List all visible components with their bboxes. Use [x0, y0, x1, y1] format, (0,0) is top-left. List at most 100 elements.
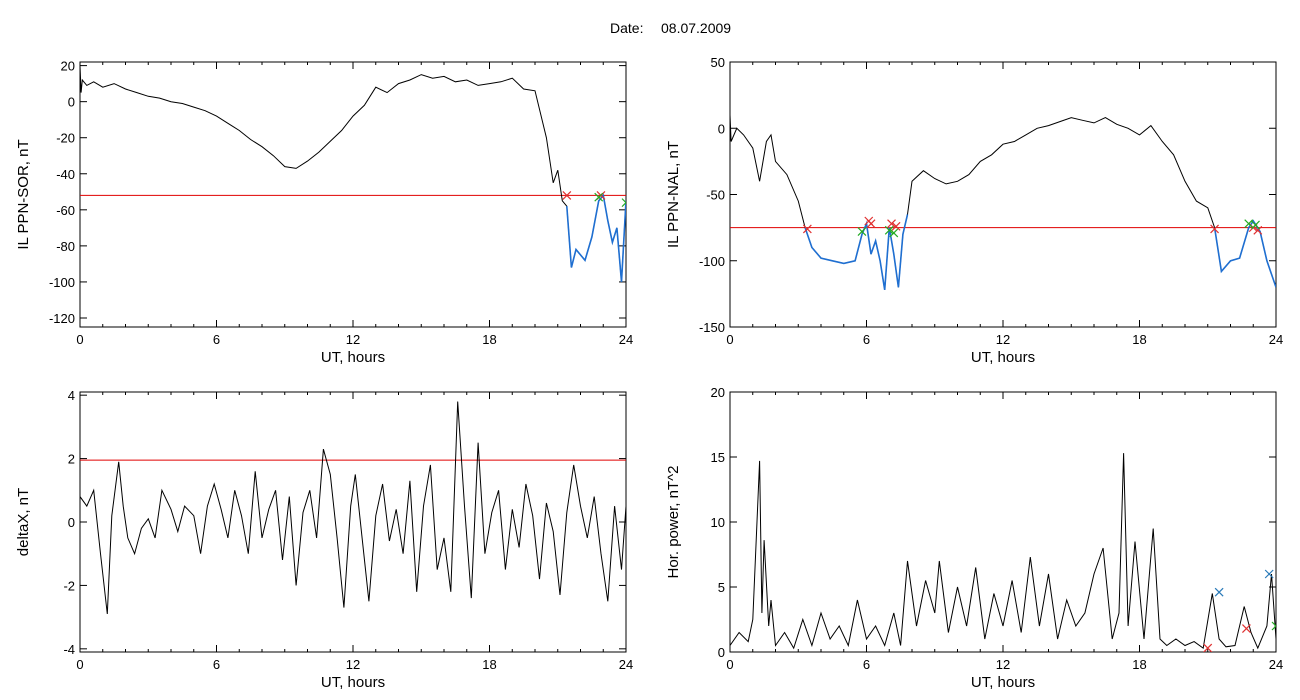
- series-line: [80, 401, 626, 615]
- x-axis-label: UT, hours: [321, 349, 385, 366]
- y-tick-label: 20: [61, 59, 75, 74]
- date-label: Date:: [610, 20, 643, 36]
- y-tick-label: 15: [711, 450, 725, 465]
- x-tick-label: 6: [863, 657, 870, 672]
- marker-green: [1251, 220, 1260, 230]
- chart-panel-hor-power: 0 6 12 18 24 20 15 10 5 0 UT, hours Hor. power, nT^…: [665, 385, 1283, 691]
- y-axis-label: IL PPN-SOR, nT: [15, 139, 32, 249]
- series-line: [730, 114, 1276, 290]
- y-tick-label: 20: [711, 385, 725, 400]
- marker-blue-stroke: [1264, 569, 1274, 579]
- marker-green-stroke: [1244, 219, 1254, 229]
- marker-green-stroke: [621, 198, 626, 204]
- marker-red: [562, 190, 572, 200]
- marker-green-stroke: [594, 192, 604, 202]
- y-tick-label: 4: [68, 388, 75, 403]
- plot-area: [730, 453, 1276, 652]
- y-tick-label: 0: [68, 95, 75, 110]
- y-tick-label: -100: [49, 275, 75, 290]
- marker-red: [1203, 643, 1213, 652]
- marker-red: [891, 221, 901, 231]
- x-tick-label: 24: [1269, 657, 1283, 672]
- marker-blue-stroke: [1214, 587, 1224, 597]
- x-tick-label: 12: [346, 332, 360, 347]
- marker-red: [802, 224, 812, 234]
- series-highlight: [1213, 219, 1276, 288]
- series-highlight: [566, 193, 626, 282]
- y-tick-label: -150: [699, 320, 725, 335]
- x-tick-label: 12: [996, 332, 1010, 347]
- x-tick-label: 6: [863, 332, 870, 347]
- series-line: [730, 453, 1276, 650]
- x-tick-label: 0: [76, 657, 83, 672]
- x-tick-label: 18: [1132, 332, 1146, 347]
- marker-green: [884, 225, 894, 235]
- marker-green: [1271, 621, 1276, 631]
- plot-frame: [729, 61, 1277, 328]
- x-axis-label: UT, hours: [321, 674, 385, 691]
- chart-panel-deltax: 0 6 12 18 24 4 2 0 -2 -4 UT, hours deltaX, nT: [15, 388, 633, 691]
- marker-green: [621, 198, 626, 208]
- marker-red: [1210, 224, 1219, 234]
- marker-green-stroke: [1251, 220, 1260, 230]
- marker-blue: [1214, 587, 1224, 597]
- plot-frame: [79, 61, 627, 328]
- plot-area: [730, 114, 1276, 291]
- plot-area: [80, 401, 626, 615]
- x-tick-label: 24: [1269, 332, 1283, 347]
- marker-red: [887, 219, 896, 229]
- y-tick-label: 50: [711, 55, 725, 70]
- marker-red: [866, 219, 876, 229]
- marker-red: [1253, 225, 1263, 235]
- marker-green: [857, 227, 867, 237]
- y-tick-label: -120: [49, 311, 75, 326]
- x-tick-label: 6: [213, 657, 220, 672]
- x-tick-label: 0: [76, 332, 83, 347]
- series-line: [80, 65, 626, 282]
- y-tick-label: -20: [56, 131, 75, 146]
- marker-green-stroke: [884, 225, 894, 235]
- y-tick-label: -100: [699, 254, 725, 269]
- marker-red-stroke: [802, 224, 812, 234]
- marker-green-stroke: [889, 228, 899, 238]
- marker-green-stroke: [1271, 621, 1276, 627]
- x-tick-label: 12: [996, 657, 1010, 672]
- marker-blue: [1264, 569, 1274, 579]
- y-tick-label: -4: [63, 642, 75, 657]
- marker-red-stroke: [1210, 224, 1219, 234]
- marker-red: [1242, 624, 1251, 634]
- x-axis-label: UT, hours: [971, 349, 1035, 366]
- figure-header: Date: 08.07.2009: [610, 20, 731, 36]
- y-axis-label: deltaX, nT: [15, 488, 32, 556]
- marker-red-stroke: [891, 221, 901, 231]
- x-tick-label: 0: [726, 657, 733, 672]
- y-tick-label: 2: [68, 452, 75, 467]
- x-tick-label: 24: [619, 657, 633, 672]
- marker-green: [594, 192, 604, 202]
- y-tick-label: -40: [56, 167, 75, 182]
- marker-red-stroke: [562, 190, 572, 200]
- marker-red-stroke: [887, 219, 896, 229]
- y-tick-label: -50: [706, 188, 725, 203]
- x-tick-label: 6: [213, 332, 220, 347]
- x-axis-label: UT, hours: [971, 674, 1035, 691]
- y-tick-label: -2: [63, 578, 75, 593]
- chart-panel-il-ppn-sor: 0 6 12 18 24 20 0 -20 -40 -60 -80 -100 -120 UT, hours…: [15, 59, 633, 366]
- y-tick-label: -80: [56, 239, 75, 254]
- marker-red-stroke: [1203, 643, 1213, 652]
- date-value: 08.07.2009: [661, 20, 731, 36]
- y-tick-label: 0: [718, 121, 725, 136]
- plot-frame: [729, 391, 1277, 653]
- y-tick-label: 0: [68, 515, 75, 530]
- x-tick-label: 18: [482, 332, 496, 347]
- y-tick-label: 10: [711, 515, 725, 530]
- marker-green-stroke: [857, 227, 867, 237]
- chart-panel-il-ppn-nal: 0 6 12 18 24 50 0 -50 -100 -150 UT, hours IL PPN-NA…: [665, 55, 1283, 366]
- x-tick-label: 12: [346, 657, 360, 672]
- plot-frame: [79, 391, 627, 653]
- marker-green: [1244, 219, 1254, 229]
- marker-red-stroke: [1242, 624, 1251, 634]
- y-axis-label: Hor. power, nT^2: [665, 466, 682, 579]
- marker-red-stroke: [866, 219, 876, 229]
